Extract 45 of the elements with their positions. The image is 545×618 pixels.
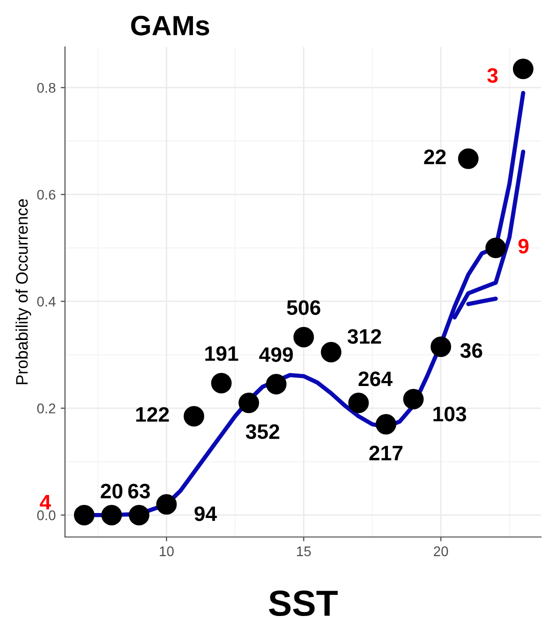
annotation: 264 (358, 371, 392, 386)
y-tick-label: 0.0 (37, 510, 56, 520)
point (348, 392, 369, 414)
point (101, 504, 122, 526)
point (184, 406, 204, 427)
annotation: 3 (487, 68, 498, 83)
point (320, 342, 342, 362)
point (485, 238, 506, 258)
annotation: 312 (348, 329, 381, 344)
y-tick-label: 0.2 (37, 404, 56, 414)
y-tick-label: 0.4 (37, 296, 56, 307)
annotation: 9 (518, 238, 529, 254)
point (376, 414, 396, 435)
y-axis-title: Probability of Occurrence (16, 199, 32, 384)
annotation: 63 (128, 484, 150, 498)
point (266, 374, 287, 394)
annotation: 191 (205, 346, 238, 361)
annotation: 217 (369, 446, 402, 460)
point (156, 494, 177, 515)
point (403, 388, 424, 410)
annotation: 36 (460, 343, 482, 358)
point (74, 504, 94, 526)
y-tick-label: 0.8 (37, 82, 56, 93)
chart-title: GAMs (131, 16, 210, 36)
x-tick-label: 15 (297, 546, 311, 556)
annotation: 20 (100, 484, 122, 498)
x-axis-title: SST (268, 590, 338, 616)
annotation: 122 (136, 407, 169, 422)
point (238, 392, 260, 414)
x-tick-label: 10 (160, 546, 174, 556)
annotation: 22 (424, 150, 446, 164)
point (128, 504, 150, 526)
annotation: 103 (433, 406, 466, 422)
point (512, 58, 534, 80)
annotation: 94 (194, 506, 217, 522)
point (430, 336, 452, 358)
point (458, 148, 479, 169)
y-tick-label: 0.6 (37, 190, 56, 200)
annotation: 352 (246, 424, 280, 440)
annotation: 499 (259, 347, 293, 362)
annotation: 506 (286, 300, 320, 315)
x-tick-label: 20 (434, 546, 448, 556)
annotation: 4 (40, 495, 51, 510)
point (293, 326, 314, 348)
point (211, 372, 232, 394)
